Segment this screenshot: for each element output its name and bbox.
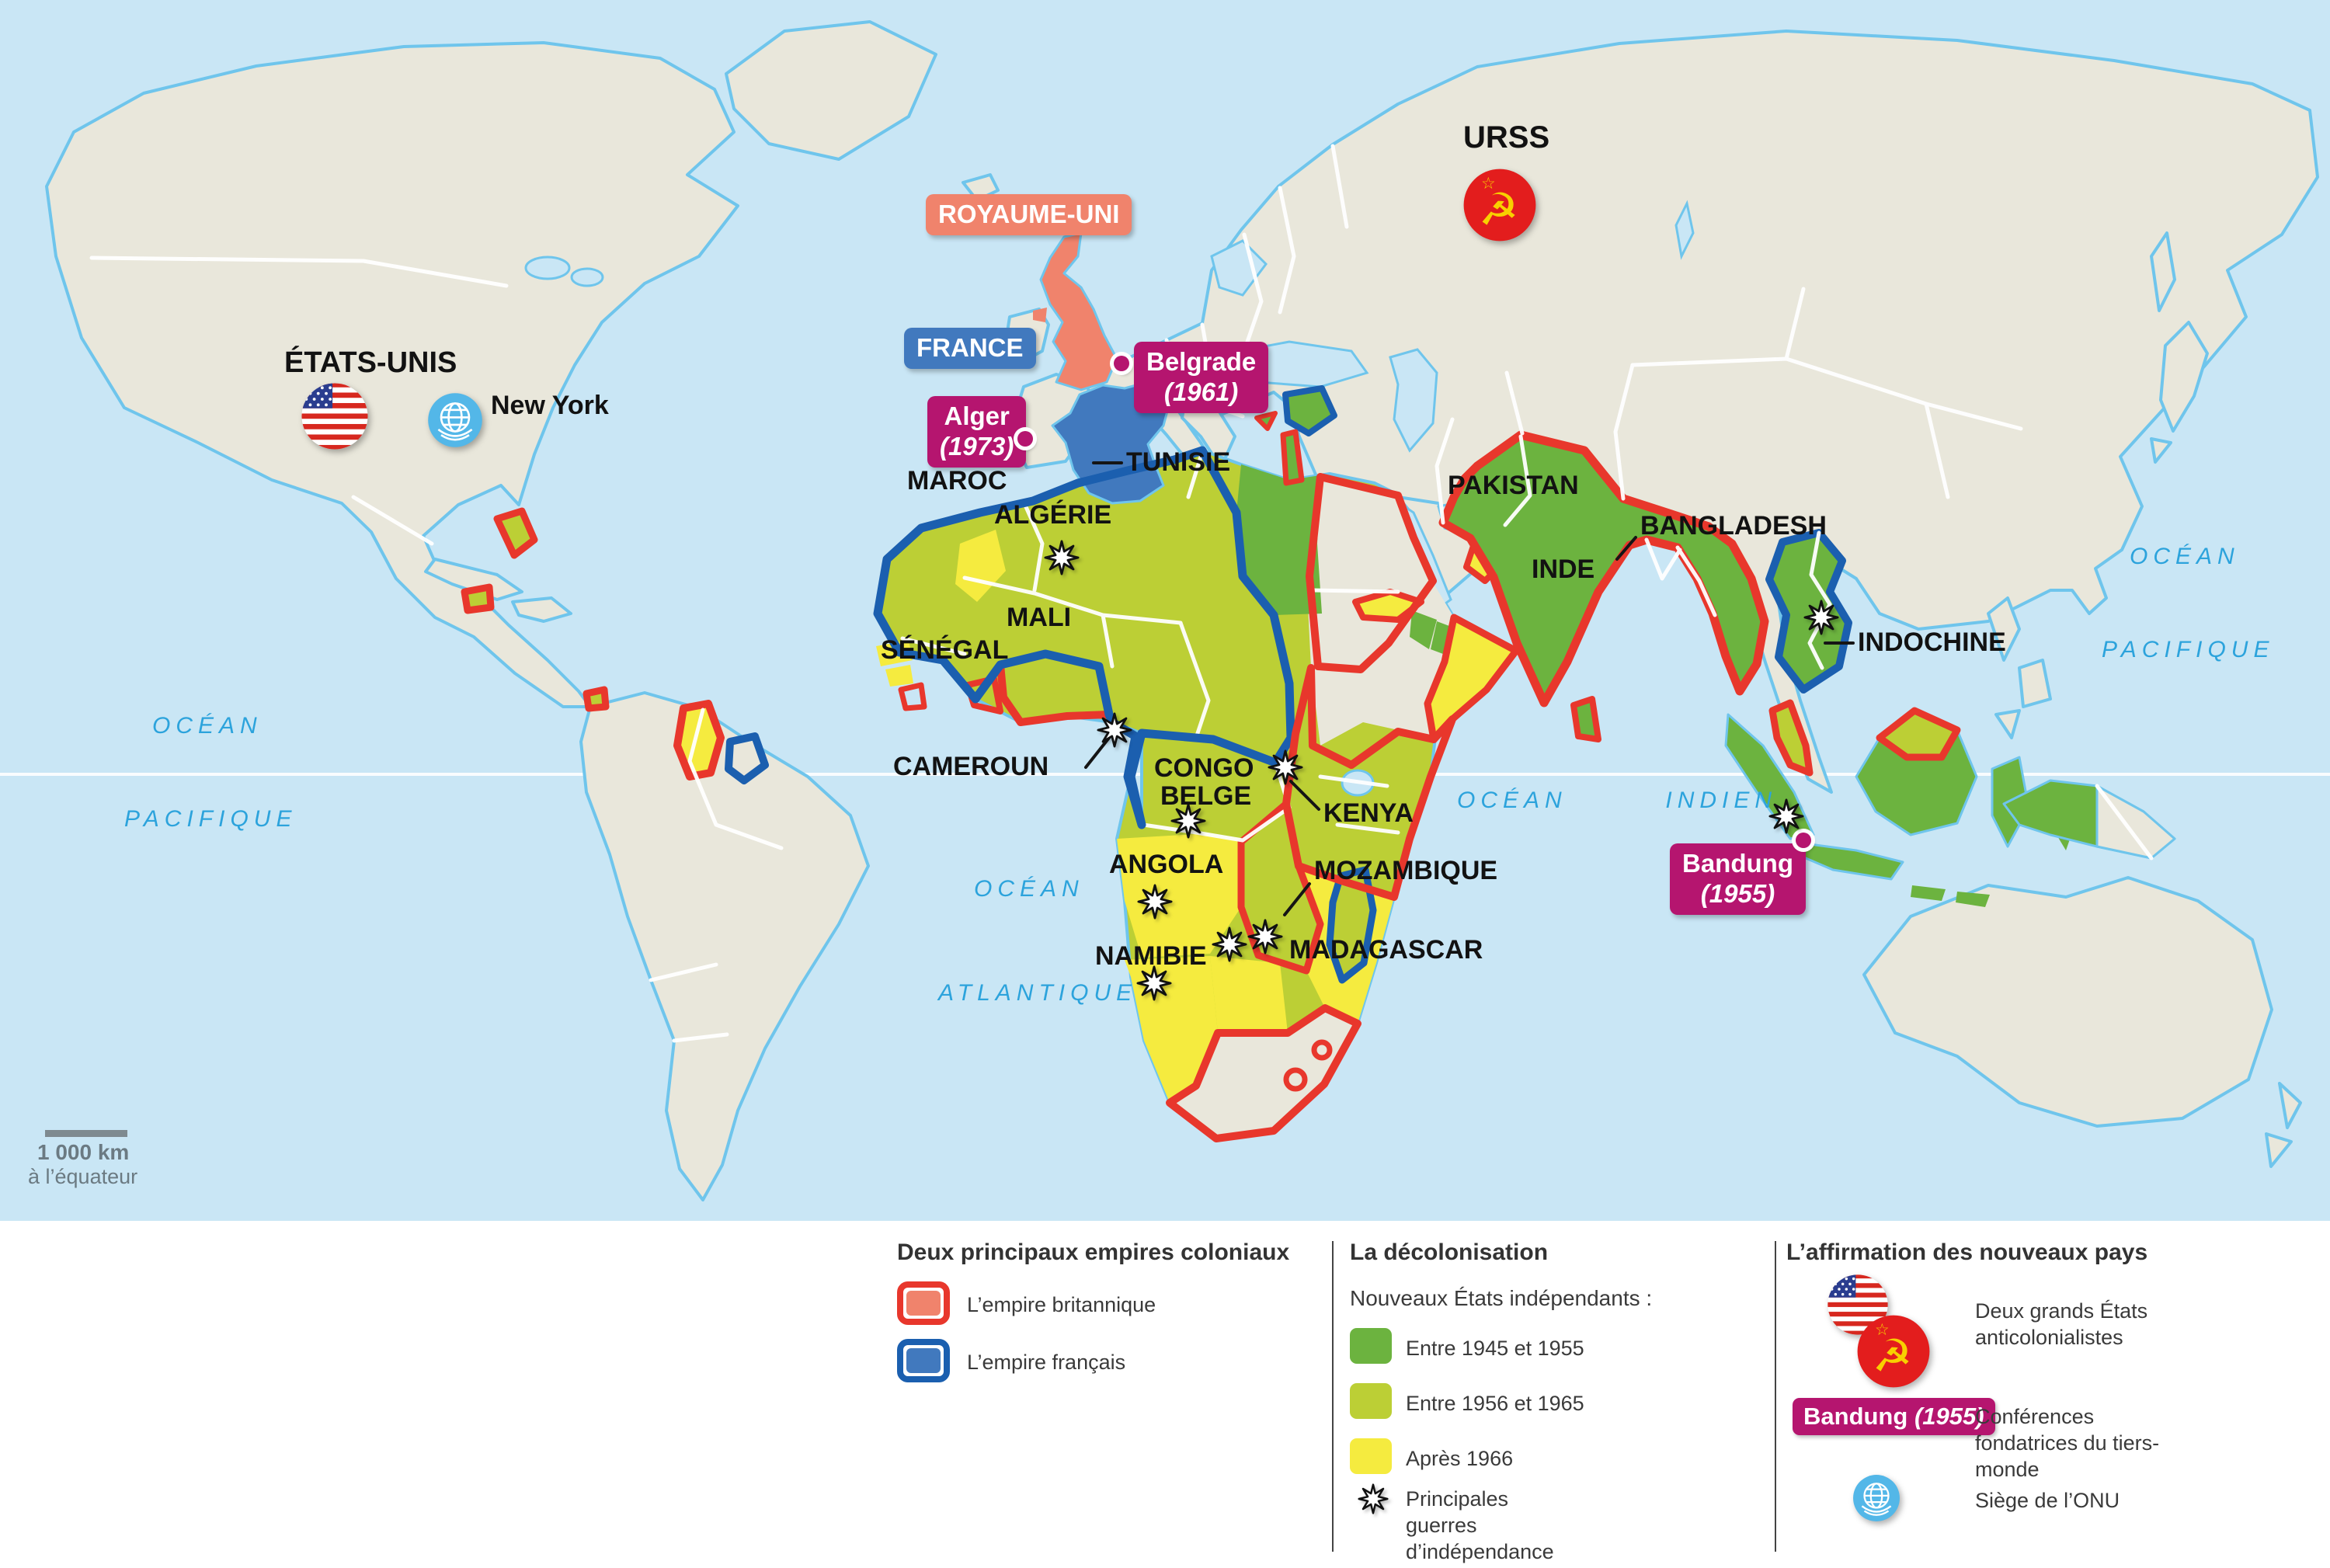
lesotho bbox=[1283, 1067, 1308, 1092]
legend-col2-subtitle: Nouveaux États indépendants : bbox=[1350, 1286, 1653, 1310]
label-anticolonial-states: Deux grands États anticolonialistes bbox=[1975, 1299, 2148, 1349]
syria bbox=[1282, 385, 1337, 436]
malaysia bbox=[1768, 699, 1814, 777]
french-empire-swatch bbox=[897, 1339, 950, 1382]
british-empire-swatch bbox=[897, 1281, 950, 1325]
lesser-sunda-1 bbox=[1911, 885, 1946, 901]
guyana bbox=[673, 700, 725, 781]
cuba bbox=[424, 558, 523, 601]
map-scale: 1 000 km à l’équateur bbox=[28, 1130, 137, 1189]
swaziland bbox=[1311, 1039, 1333, 1061]
cyprus bbox=[1254, 411, 1278, 431]
label-post-1966: Après 1966 bbox=[1406, 1447, 1514, 1470]
scale-note: à l’équateur bbox=[28, 1165, 138, 1188]
legend-divider-1 bbox=[1332, 1241, 1334, 1552]
jamaica bbox=[461, 583, 495, 614]
angola bbox=[1117, 834, 1243, 958]
bahamas bbox=[493, 507, 538, 559]
un-icon bbox=[1852, 1474, 1901, 1522]
legend: Deux principaux empires coloniaux L’empi… bbox=[0, 1221, 2330, 1568]
legend-col2-title: La décolonisation bbox=[1350, 1239, 1549, 1265]
philippines-3 bbox=[1994, 709, 2021, 739]
british-empire-label: L’empire britannique bbox=[967, 1293, 1156, 1316]
leader-lines bbox=[1084, 461, 1855, 916]
palestine bbox=[1280, 429, 1305, 486]
lake-baikal bbox=[1674, 200, 1695, 260]
french-africa-ring bbox=[873, 446, 1295, 829]
label-1956-1965: Entre 1956 et 1965 bbox=[1406, 1392, 1584, 1415]
legend-divider-2 bbox=[1775, 1241, 1776, 1552]
legend-col1-title: Deux principaux empires coloniaux bbox=[897, 1239, 1290, 1265]
new-guinea-east bbox=[2095, 784, 2176, 860]
greenland bbox=[725, 20, 937, 161]
eritrea bbox=[1410, 610, 1437, 649]
south-america bbox=[579, 691, 870, 1201]
scale-bar bbox=[45, 1130, 127, 1137]
label-un-seat: Siège de l’ONU bbox=[1975, 1489, 2120, 1512]
label-1945-1955: Entre 1945 et 1955 bbox=[1406, 1337, 1584, 1360]
label-conferences: Conférences fondatrices du tiers-monde bbox=[1975, 1405, 2160, 1481]
great-lake-2 bbox=[570, 267, 604, 287]
united-kingdom bbox=[1039, 231, 1118, 391]
philippines-2 bbox=[2018, 659, 2052, 708]
sierra-leone-ring bbox=[898, 682, 927, 711]
empire-outlines bbox=[873, 446, 1456, 901]
swatch-post-1966 bbox=[1350, 1438, 1392, 1474]
war-star-icon bbox=[1358, 1483, 1389, 1514]
australia bbox=[1862, 876, 2273, 1128]
bandung-legend-badge: Bandung (1955) bbox=[1793, 1398, 1995, 1435]
libya bbox=[1236, 464, 1322, 615]
south-africa bbox=[1166, 1004, 1361, 1142]
north-borneo bbox=[1876, 707, 1961, 761]
ceylon bbox=[1570, 696, 1601, 742]
northern-ireland bbox=[1033, 308, 1047, 322]
japan bbox=[2159, 321, 2209, 433]
madagascar bbox=[1326, 866, 1377, 984]
new-zealand-north bbox=[2278, 1082, 2302, 1129]
swatch-1956-1965 bbox=[1350, 1383, 1392, 1419]
gambia bbox=[876, 640, 913, 666]
egypt-sudan-ring bbox=[1306, 473, 1437, 673]
world-map: ☭ ☆ bbox=[0, 0, 2330, 1221]
french-empire-label: L’empire français bbox=[967, 1351, 1126, 1374]
east-africa-ring bbox=[1282, 664, 1456, 901]
legend-col3-title: L’affirmation des nouveaux pays bbox=[1786, 1239, 2148, 1265]
continents bbox=[45, 20, 2319, 1201]
map-geometry: ☭ ☆ bbox=[0, 20, 2330, 1201]
trinidad bbox=[582, 686, 610, 712]
sakhalin bbox=[2150, 231, 2176, 312]
caspian-sea bbox=[1389, 348, 1438, 453]
lesser-sunda-2 bbox=[1956, 892, 1990, 907]
label-wars: Principales guerres d’indépendance bbox=[1406, 1487, 1554, 1563]
indochina bbox=[1765, 529, 1852, 694]
new-zealand-south bbox=[2265, 1132, 2293, 1168]
guinea-bissau bbox=[885, 665, 913, 687]
north-america bbox=[45, 41, 739, 708]
ussr-flag-icon bbox=[1856, 1314, 1931, 1389]
japan-south bbox=[2150, 437, 2172, 464]
hispaniola bbox=[511, 596, 572, 623]
french-guiana bbox=[725, 732, 769, 784]
swatch-1945-1955 bbox=[1350, 1328, 1392, 1364]
botswana bbox=[1210, 956, 1288, 1033]
philippines-1 bbox=[1987, 596, 2021, 662]
great-lake-1 bbox=[524, 256, 571, 280]
scale-distance: 1 000 km bbox=[37, 1140, 130, 1164]
